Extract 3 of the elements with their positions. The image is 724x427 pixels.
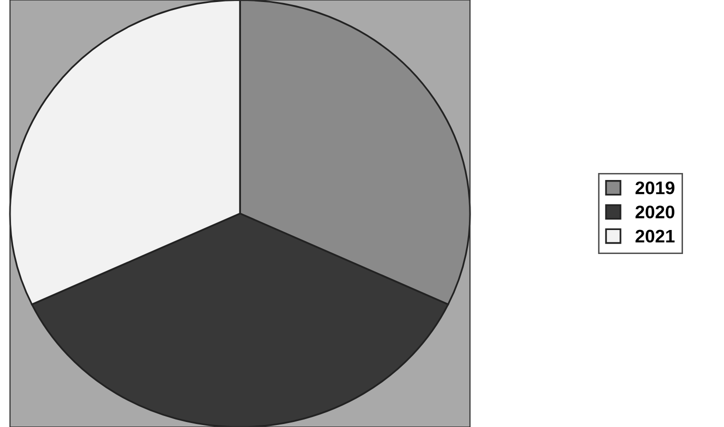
legend-label: 2019 [636,181,674,194]
legend-label: 2020 [636,206,674,218]
legend-label: 2021 [636,230,675,243]
